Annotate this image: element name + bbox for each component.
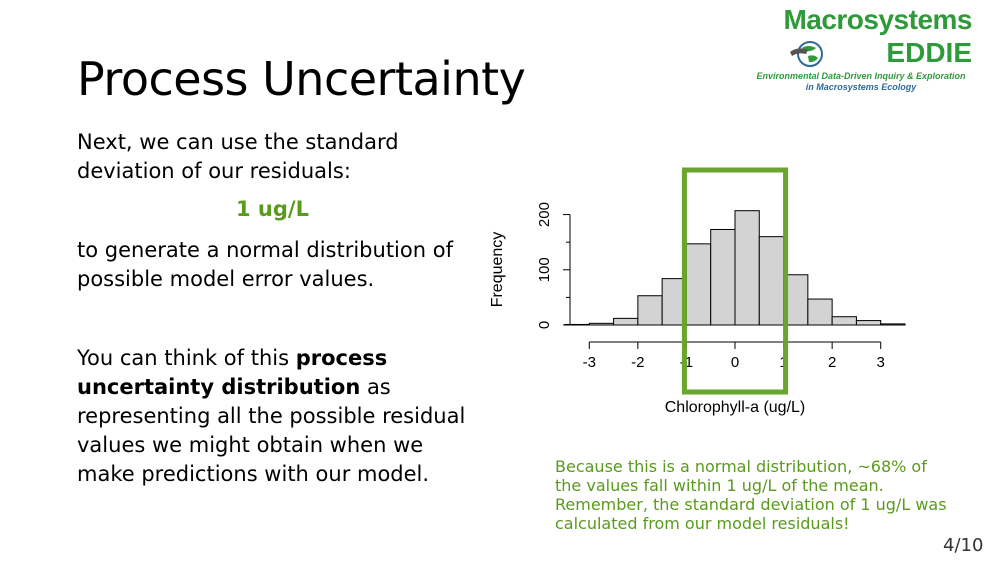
y-tick-label: 0 (536, 321, 553, 329)
histogram-bar (710, 228, 736, 326)
page-number: 4/10 (943, 535, 984, 556)
y-tick-label: 200 (536, 202, 553, 227)
histogram-bar (685, 243, 712, 326)
slide-title: Process Uncertainty (77, 52, 526, 106)
histogram-bar (831, 316, 857, 326)
think-text: You can think of this process uncertaint… (77, 344, 477, 489)
think-bold: process uncertainty distribution (77, 346, 388, 399)
normal-note: Because this is a normal distribution, ~… (555, 457, 947, 533)
one-sd-highlight-box (681, 167, 789, 395)
histogram-bar (807, 298, 833, 326)
histogram-bar (588, 322, 615, 326)
y-axis-label: Frequency (489, 232, 506, 308)
histogram-bar (855, 320, 882, 326)
x-tick-label: 2 (828, 354, 836, 371)
histogram-bar (613, 317, 639, 326)
logo-line3: Environmental Data-Driven Inquiry & Expl… (756, 71, 966, 81)
sd-value: 1 ug/L (236, 197, 309, 221)
histogram-bar (637, 295, 663, 326)
intro-text: Next, we can use the standard deviation … (77, 130, 399, 183)
x-tick-label: -3 (583, 354, 596, 371)
histogram-bar (880, 323, 906, 326)
macrosystems-eddie-logo: Macrosystems EDDIE Environmental Data-Dr… (748, 4, 974, 96)
y-tick-label: 100 (536, 257, 553, 282)
x-axis-label: Chlorophyll-a (ug/L) (665, 399, 806, 416)
think-suffix: as representing all the possible residua… (77, 375, 466, 486)
histogram-bar (758, 236, 785, 326)
globe-icon (790, 41, 823, 67)
logo-line2: EDDIE (886, 37, 972, 68)
think-prefix: You can think of this (77, 346, 296, 370)
x-tick-label: 0 (731, 354, 739, 371)
logo-line4: in Macrosystems Ecology (805, 82, 917, 92)
x-tick-label: 3 (877, 354, 885, 371)
x-tick-label: -2 (631, 354, 644, 371)
logo-line1: Macrosystems (783, 4, 972, 35)
histogram-bar (734, 210, 760, 326)
generate-text: to generate a normal distribution of pos… (77, 238, 453, 291)
